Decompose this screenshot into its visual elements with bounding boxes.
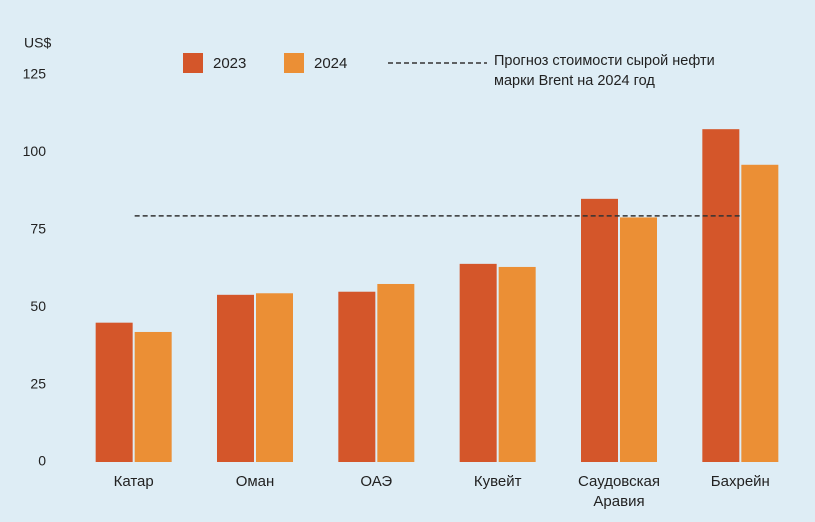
y-tick-label: 50 xyxy=(30,298,46,314)
bar xyxy=(338,291,376,462)
legend-label: 2024 xyxy=(314,55,347,72)
bar xyxy=(741,164,779,462)
y-tick-label: 75 xyxy=(30,221,46,237)
bar xyxy=(702,129,740,462)
y-tick-label: 0 xyxy=(38,453,46,469)
legend-reference-label: Прогноз стоимости сырой нефти марки Bren… xyxy=(494,53,715,89)
bar xyxy=(498,266,536,462)
legend-swatch xyxy=(284,53,304,73)
x-tick-label: Кувейт xyxy=(473,473,522,490)
x-tick-label: Оман xyxy=(235,473,275,490)
y-tick-label: 100 xyxy=(23,143,47,159)
x-tick-label: ОАЭ xyxy=(360,473,393,490)
y-tick-label: 125 xyxy=(23,66,47,82)
x-tick-label: Катар xyxy=(113,473,154,490)
legend-label: 2023 xyxy=(213,55,246,72)
y-tick-label: 25 xyxy=(30,375,46,391)
bar xyxy=(377,283,415,462)
bar xyxy=(95,322,133,462)
bar xyxy=(256,293,293,462)
legend-swatch xyxy=(183,53,203,73)
bar xyxy=(217,294,254,462)
bar xyxy=(459,263,497,462)
bar xyxy=(134,331,172,462)
bar xyxy=(620,217,657,462)
y-axis-unit: US$ xyxy=(24,35,51,51)
x-tick-label: Бахрейн xyxy=(710,473,770,490)
x-tick-label: Саудовская Аравия xyxy=(578,473,660,510)
bar xyxy=(581,198,618,462)
